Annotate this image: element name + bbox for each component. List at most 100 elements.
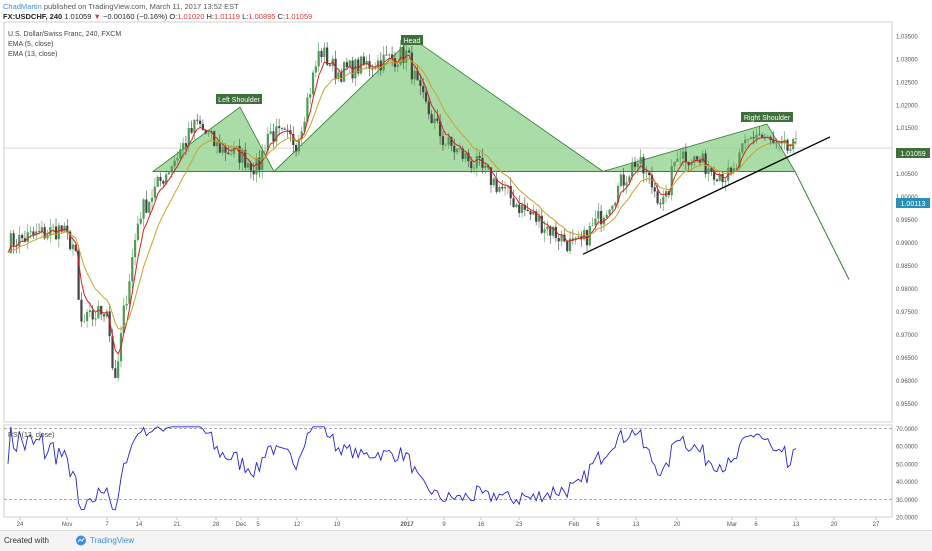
candle-body	[215, 142, 219, 147]
candle-body	[241, 149, 244, 163]
candle-body	[464, 152, 467, 159]
footer-bar: Created with TradingView	[0, 530, 932, 551]
candle-body	[433, 118, 436, 124]
rsi-tick-label: 30.0000	[896, 498, 918, 504]
candle-body	[111, 336, 114, 369]
candle-body	[348, 60, 351, 68]
target-projection-line	[794, 171, 850, 280]
candle-body	[746, 139, 750, 140]
candle-body	[600, 211, 603, 225]
candle-body	[345, 62, 349, 68]
support-trendline[interactable]	[582, 136, 831, 255]
candle-body	[131, 257, 134, 282]
candle-body	[427, 101, 430, 115]
candle-body	[385, 54, 388, 56]
candle-body	[549, 226, 552, 236]
candle-body	[196, 119, 199, 121]
candle-body	[246, 162, 250, 168]
candle-body	[461, 148, 464, 159]
candle-body	[568, 238, 572, 251]
rsi-tick-label: 40.0000	[896, 480, 918, 486]
candle-body	[741, 143, 744, 153]
candle-body	[340, 72, 343, 82]
price-chart[interactable]: 1.03500 1.03000 1.02500 1.02000 1.01500 1.010…	[0, 0, 932, 530]
candle-body	[554, 226, 558, 239]
ema13-legend: EMA (13, close)	[8, 51, 57, 58]
candle-body	[540, 215, 543, 233]
candle-body	[198, 120, 202, 125]
close-label: C:	[277, 12, 286, 21]
candle-body	[430, 114, 433, 124]
candle-body	[639, 157, 642, 164]
close-value: 1.01059	[285, 12, 313, 21]
down-arrow-icon: ▼	[93, 12, 101, 21]
svg-text:Head: Head	[404, 38, 421, 45]
candle-body	[297, 139, 301, 152]
high-label: H:	[206, 12, 214, 21]
low-label: L:	[242, 12, 249, 21]
candle-body	[238, 145, 241, 163]
author-link[interactable]: ChadMartin	[3, 2, 42, 11]
price-tick-label: 0.99000	[896, 241, 918, 247]
right-shoulder-label: Right Shoulder	[741, 112, 793, 122]
candle-body	[591, 225, 594, 227]
candle-body	[690, 162, 693, 166]
open-value: 1.01020	[177, 12, 205, 21]
candle-body	[749, 137, 752, 140]
rsi-tick-label: 50.0000	[896, 462, 918, 468]
candle-body	[577, 236, 580, 238]
candle-body	[526, 209, 529, 212]
price-tick-label: 1.03500	[896, 34, 918, 40]
candle-body	[676, 158, 679, 162]
candle-body	[230, 153, 233, 155]
candle-body	[679, 158, 682, 159]
candle-body	[487, 165, 490, 168]
svg-text:Left Shoulder: Left Shoulder	[218, 97, 260, 104]
x-tick-label: 6	[754, 522, 758, 528]
candle-body	[153, 186, 156, 198]
candle-body	[365, 61, 368, 65]
rsi-pane[interactable]	[3, 424, 893, 518]
candle-body	[249, 162, 252, 171]
candle-body	[470, 161, 473, 169]
candle-body	[379, 60, 382, 71]
x-tick-label: 24	[17, 522, 24, 528]
candle-body	[636, 163, 639, 167]
candle-body	[597, 211, 600, 219]
candle-body	[489, 167, 493, 185]
candle-body	[272, 131, 275, 142]
price-tick-label: 0.97000	[896, 333, 918, 339]
x-tick-label: 5	[256, 522, 260, 528]
candle-body	[399, 47, 402, 65]
candle-body	[503, 186, 507, 189]
open-label: O:	[169, 12, 178, 21]
candle-body	[125, 303, 128, 306]
candle-body	[529, 211, 532, 215]
candle-body	[738, 152, 741, 169]
candle-body	[201, 124, 204, 130]
x-tick-label: 28	[213, 522, 220, 528]
candle-body	[608, 209, 611, 215]
candle-body	[94, 318, 97, 320]
marked-price-tag: 1.00113	[896, 198, 930, 208]
candle-body	[625, 182, 628, 186]
svg-text:Right Shoulder: Right Shoulder	[744, 115, 791, 122]
tradingview-link[interactable]: TradingView	[90, 536, 135, 545]
candle-body	[520, 204, 524, 213]
price-tick-label: 1.00500	[896, 172, 918, 178]
candle-body	[343, 62, 346, 82]
candle-body	[170, 166, 173, 173]
candle-body	[780, 142, 783, 144]
candle-body	[292, 134, 295, 146]
candle-body	[673, 161, 676, 167]
candle-body	[80, 299, 83, 322]
candle-body	[407, 50, 411, 53]
candle-body	[263, 150, 267, 152]
published-text: published on TradingView.com, March 11, …	[41, 2, 239, 11]
x-tick-label: 14	[136, 522, 143, 528]
candle-body	[557, 238, 560, 242]
candle-body	[148, 201, 151, 213]
tradingview-logo-icon	[76, 535, 86, 546]
candle-body	[566, 241, 569, 251]
price-tick-label: 0.96500	[896, 356, 918, 362]
